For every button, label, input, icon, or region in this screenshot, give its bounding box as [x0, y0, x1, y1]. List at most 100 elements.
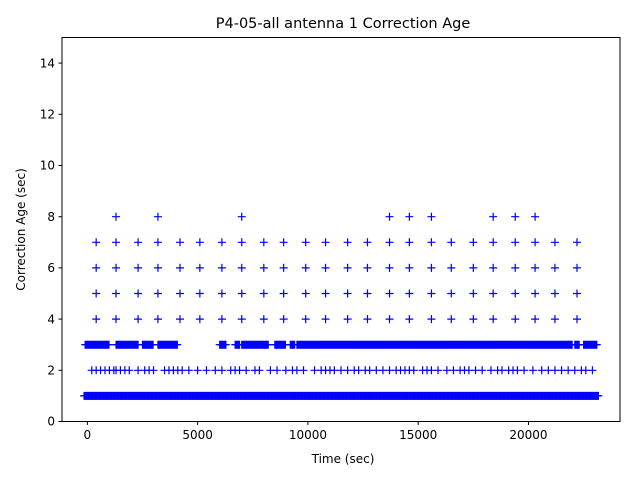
- data-row: [92, 238, 581, 247]
- data-point: [550, 263, 559, 272]
- data-point: [588, 366, 597, 375]
- data-point: [469, 289, 478, 298]
- data-point: [427, 263, 436, 272]
- data-point: [134, 289, 143, 298]
- data-point: [469, 315, 478, 324]
- data-point: [237, 263, 246, 272]
- data-point: [237, 315, 246, 324]
- data-point: [385, 263, 394, 272]
- data-point: [385, 238, 394, 247]
- data-point: [489, 212, 498, 221]
- data-point: [153, 263, 162, 272]
- data-point: [405, 315, 414, 324]
- data-point: [489, 289, 498, 298]
- data-point: [242, 366, 251, 375]
- x-axis-ticks: 0 5000 10000 15000 20000: [84, 421, 548, 442]
- data-point: [343, 315, 352, 324]
- data-point: [195, 238, 204, 247]
- data-point: [92, 263, 101, 272]
- data-point: [469, 238, 478, 247]
- data-point: [528, 366, 537, 375]
- data-point: [279, 263, 288, 272]
- data-point: [321, 289, 330, 298]
- data-point: [572, 238, 581, 247]
- data-point: [299, 366, 308, 375]
- data-row: [112, 212, 540, 221]
- data-point: [405, 263, 414, 272]
- data-point: [92, 315, 101, 324]
- data-point: [279, 238, 288, 247]
- data-point: [217, 315, 226, 324]
- data-point: [202, 366, 211, 375]
- data-point: [434, 366, 443, 375]
- data-point: [489, 238, 498, 247]
- x-tick-label: 10000: [289, 428, 327, 442]
- x-tick-label: 0: [84, 428, 92, 442]
- data-point: [550, 289, 559, 298]
- data-point: [572, 315, 581, 324]
- data-point: [321, 238, 330, 247]
- x-tick-label: 15000: [399, 428, 437, 442]
- data-point: [489, 263, 498, 272]
- data-point: [279, 289, 288, 298]
- data-point: [112, 238, 121, 247]
- data-point: [149, 366, 158, 375]
- data-point: [175, 315, 184, 324]
- data-point: [134, 238, 143, 247]
- data-point: [184, 366, 193, 375]
- y-axis-ticks: 0 2 4 6 8 10 12 14: [40, 56, 62, 429]
- data-point: [92, 238, 101, 247]
- data-point: [153, 238, 162, 247]
- y-tick-label: 14: [40, 56, 55, 70]
- data-row: [92, 315, 581, 324]
- data-point: [447, 238, 456, 247]
- plot-frame: [61, 37, 621, 422]
- data-point: [217, 238, 226, 247]
- data-point: [550, 315, 559, 324]
- data-point: [112, 289, 121, 298]
- data-point: [301, 263, 310, 272]
- data-point: [489, 315, 498, 324]
- y-tick-label: 4: [47, 312, 55, 326]
- data-row: [92, 263, 581, 272]
- data-point: [237, 289, 246, 298]
- data-point: [134, 315, 143, 324]
- y-tick-label: 12: [40, 108, 55, 122]
- data-point: [511, 289, 520, 298]
- data-point: [217, 289, 226, 298]
- data-point: [173, 340, 182, 349]
- data-point: [478, 366, 487, 375]
- data-point: [572, 289, 581, 298]
- data-point: [405, 212, 414, 221]
- data-point: [592, 340, 601, 349]
- data-point: [363, 289, 372, 298]
- data-point: [321, 315, 330, 324]
- data-point: [385, 315, 394, 324]
- data-point: [112, 212, 121, 221]
- data-point: [112, 263, 121, 272]
- data-point: [447, 263, 456, 272]
- data-point: [195, 315, 204, 324]
- data-point: [343, 289, 352, 298]
- data-point: [92, 289, 101, 298]
- data-point: [427, 212, 436, 221]
- y-tick-label: 8: [47, 210, 55, 224]
- data-point: [427, 289, 436, 298]
- data-point: [409, 366, 418, 375]
- data-point: [217, 263, 226, 272]
- data-point: [511, 315, 520, 324]
- x-tick-label: 5000: [182, 428, 213, 442]
- data-point: [531, 238, 540, 247]
- data-point: [134, 263, 143, 272]
- y-tick-label: 0: [47, 415, 55, 429]
- data-point: [237, 238, 246, 247]
- y-axis-label: Correction Age (sec): [14, 168, 28, 291]
- data-point: [104, 340, 113, 349]
- x-axis-label: Time (sec): [311, 452, 375, 466]
- data-point: [469, 263, 478, 272]
- data-point: [259, 263, 268, 272]
- data-point: [259, 289, 268, 298]
- data-point: [385, 289, 394, 298]
- data-point: [273, 366, 282, 375]
- data-point: [511, 238, 520, 247]
